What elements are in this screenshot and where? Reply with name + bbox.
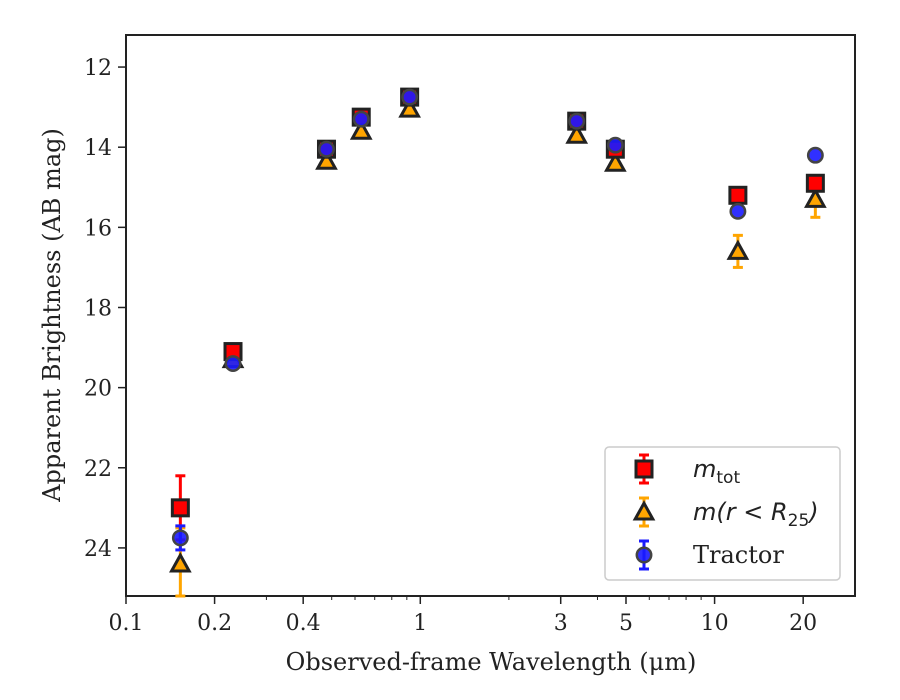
legend-marker [634, 459, 654, 479]
legend-label: Tractor [693, 541, 784, 569]
y-tick-label: 22 [84, 457, 112, 482]
data-point-circle [401, 88, 419, 106]
data-point-triangle [726, 239, 750, 260]
data-marks [169, 87, 827, 598]
y-axis-label: Apparent Brightness (AB mag) [38, 128, 66, 503]
y-tick-label: 16 [84, 216, 112, 241]
data-point-circle [352, 110, 370, 128]
data-point-square [170, 498, 190, 518]
x-axis-label: Observed-frame Wavelength (μm) [286, 648, 697, 676]
x-tick-label: 0.4 [286, 611, 321, 636]
x-tick-label: 5 [619, 611, 633, 636]
data-point-circle [606, 136, 624, 154]
legend-marker [635, 546, 653, 564]
plot-area [125, 34, 856, 597]
x-tick-label: 20 [789, 611, 817, 636]
legend-entry: m(r < R25) [632, 496, 819, 531]
data-point-triangle [398, 97, 421, 118]
data-point-circle [729, 202, 747, 220]
series-tractor [171, 88, 824, 552]
x-tick-label: 10 [701, 611, 729, 636]
legend-marker [632, 500, 656, 521]
data-point-square [728, 185, 748, 205]
data-point-triangle [804, 187, 827, 208]
x-axis: 0.1 0.2 0.4 1 3 5 10 20 [109, 596, 817, 636]
data-point-triangle [315, 149, 338, 170]
data-point-triangle [603, 151, 627, 172]
legend-box [604, 446, 841, 581]
x-tick-label: 3 [554, 611, 568, 636]
data-point-triangle [349, 119, 373, 140]
y-axis: 12 14 16 18 20 22 24 [84, 56, 126, 562]
data-point-circle [568, 112, 586, 130]
x-tick-label: 0.2 [197, 611, 232, 636]
y-tick-label: 18 [84, 296, 112, 321]
y-tick-label: 12 [84, 56, 112, 81]
data-point-triangle [169, 552, 192, 573]
x-tick-label: 0.1 [109, 611, 144, 636]
legend-entry: Tractor [635, 539, 784, 571]
x-tick-label: 1 [413, 611, 427, 636]
data-point-square [805, 173, 825, 193]
data-point-triangle [565, 123, 589, 144]
plot-frame [125, 34, 856, 597]
y-tick-label: 14 [84, 136, 112, 161]
data-point-circle [171, 529, 189, 547]
y-tick-label: 24 [84, 537, 112, 562]
data-point-circle [318, 140, 335, 158]
y-tick-label: 20 [84, 377, 112, 402]
data-point-circle [224, 355, 242, 373]
data-point-circle [806, 146, 824, 164]
